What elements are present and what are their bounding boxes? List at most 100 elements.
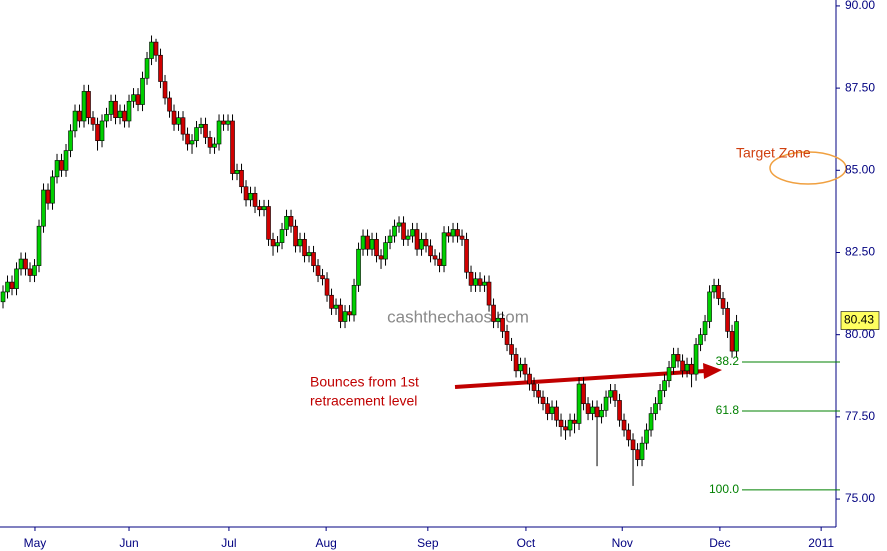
candle-body [266, 206, 271, 240]
candle-body [117, 110, 123, 118]
candle-body [18, 258, 24, 270]
candle-body [225, 120, 231, 125]
candle-body [203, 123, 208, 138]
candle-body [378, 255, 384, 260]
fib-label: 100.0 [709, 482, 739, 496]
candle-body [194, 127, 199, 142]
candle-body [189, 140, 195, 145]
candle-body [432, 255, 438, 260]
candle-body [270, 239, 276, 247]
candle-body [698, 334, 703, 345]
candle-body [621, 419, 627, 431]
candle-body [207, 137, 213, 148]
candle-body [392, 225, 397, 237]
candle-body [63, 150, 69, 171]
candle-body [72, 110, 78, 132]
candle-body [342, 311, 348, 322]
candle-body [257, 206, 262, 211]
candle-body [23, 258, 28, 270]
candle-body [275, 242, 280, 247]
y-tick-label: 80.00 [845, 327, 875, 341]
candle-body [239, 169, 244, 188]
candle-body [495, 317, 501, 322]
candle-body [41, 189, 46, 227]
candle-body [108, 100, 114, 115]
candle-body [729, 331, 735, 352]
candle-body [662, 380, 667, 391]
x-tick-label: May [24, 536, 47, 550]
candle-body [689, 363, 694, 375]
candle-body [401, 222, 406, 240]
candle-body [675, 354, 681, 362]
candle-body [450, 229, 456, 237]
candle-body [365, 235, 370, 250]
candle-body [333, 304, 339, 309]
candle-body [27, 268, 33, 276]
candle-body [540, 396, 546, 405]
candle-body [680, 360, 685, 372]
candle-body [477, 278, 483, 286]
candle-body [545, 403, 550, 414]
candle-body [491, 304, 496, 322]
candle-body [410, 229, 415, 237]
candle-body [518, 363, 523, 372]
candle-body [590, 406, 595, 414]
candle-body [54, 160, 60, 178]
candle-body [356, 248, 361, 286]
candle-body [162, 81, 168, 99]
candle-body [716, 285, 721, 299]
candle-body [482, 281, 487, 286]
annotation-line: retracement level [310, 393, 417, 409]
y-tick-label: 75.00 [845, 491, 875, 505]
annotation-line: Bounces from 1st [310, 374, 419, 390]
x-tick-label: 2011 [808, 536, 834, 550]
candle-body [671, 354, 676, 368]
candle-body [126, 100, 132, 122]
candle-body [14, 268, 19, 289]
candle-body [522, 363, 528, 375]
y-tick-label: 82.50 [845, 245, 875, 259]
candle-body [630, 439, 636, 451]
y-tick-label: 87.50 [845, 80, 875, 94]
arrow-head [703, 363, 722, 379]
candle-body [297, 239, 303, 247]
candle-body [180, 117, 186, 135]
candle-body [369, 239, 375, 250]
candle-body [419, 239, 424, 250]
candle-body [500, 317, 505, 332]
candle-body [261, 206, 267, 211]
candle-body [329, 294, 334, 309]
candle-body [594, 406, 600, 418]
candle-body [711, 285, 717, 293]
target-ellipse [769, 151, 847, 185]
candle-body [396, 222, 402, 227]
candle-body [635, 449, 640, 460]
candle-body [720, 298, 726, 309]
candle-body [279, 229, 285, 243]
candle-body [234, 169, 240, 174]
candle-body [626, 429, 631, 441]
candle-body [513, 354, 519, 372]
x-tick-label: Jul [221, 536, 236, 550]
candle-body [536, 390, 541, 398]
candle-body [509, 344, 514, 355]
candle-body [320, 275, 325, 280]
candle-body [657, 390, 663, 405]
candle-body [405, 235, 411, 240]
candle-body [603, 396, 609, 411]
candle-body [612, 390, 618, 401]
candle-body [293, 225, 298, 247]
candle-body [284, 216, 289, 230]
candle-body [212, 143, 217, 148]
candle-body [315, 265, 321, 276]
candle-body [585, 403, 591, 414]
candle-body [311, 252, 316, 266]
candle-body [131, 94, 136, 102]
candle-body [387, 235, 393, 243]
candle-body [248, 193, 253, 201]
candle-body [122, 110, 127, 122]
candle-body [216, 120, 222, 145]
candle-body [81, 91, 87, 122]
